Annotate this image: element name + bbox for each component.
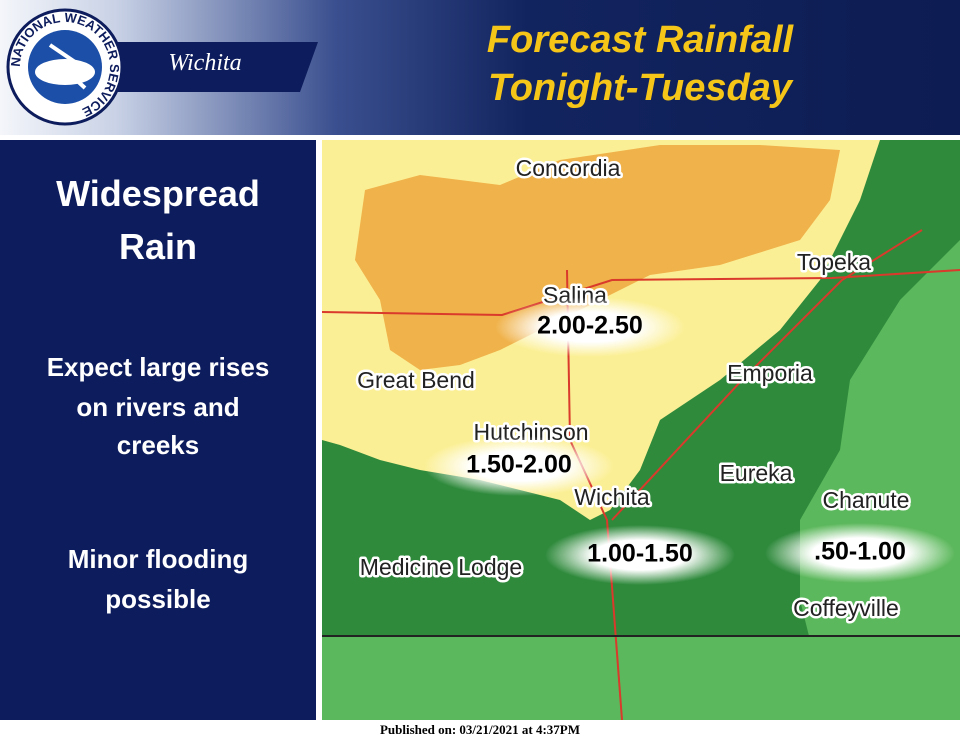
city-label: Chanute [823,487,910,513]
footer: Published on: 03/21/2021 at 4:37PM [379,722,581,737]
header: Wichita NATIONAL WEATHER SERVICE Forecas… [0,0,960,135]
rainfall-label: 1.50-2.00 [466,451,572,479]
label-glow [765,523,955,583]
note: on rivers and [76,392,240,422]
label-glow [424,436,614,496]
label-glow [495,297,685,357]
title-line: Forecast Rainfall [487,19,795,61]
city-label: Medicine Lodge [360,554,522,580]
city-label: Eureka [720,460,793,486]
city-label: Concordia [516,155,621,181]
city-label: Topeka [797,249,871,275]
headline: Widespread [56,173,260,214]
note: Minor flooding [67,544,249,574]
office-name: Wichita [168,50,241,76]
label-glow [545,525,735,585]
office-banner [110,42,318,92]
rainfall-label: 2.00-2.50 [537,312,643,340]
city-label: Great Bend [357,367,475,393]
city-label: Emporia [727,360,813,386]
city-label: Wichita [574,484,650,510]
road [611,229,923,521]
header-art: Wichita NATIONAL WEATHER SERVICE Forecas… [6,8,795,126]
headline: Rain [118,226,197,267]
zone-light-green [322,636,960,720]
sidebar: Widespread Rain Expect large rises on ri… [0,140,316,720]
note: possible [105,584,211,614]
city-label: Coffeyville [793,595,899,621]
road [322,269,960,317]
logo-bolt [48,43,87,90]
note: Expect large rises [46,352,270,382]
note: creeks [116,430,200,460]
title-line: Tonight-Tuesday [488,67,794,109]
rainfall-label: 1.00-1.50 [587,540,693,568]
rainfall-label: .50-1.00 [814,538,906,566]
